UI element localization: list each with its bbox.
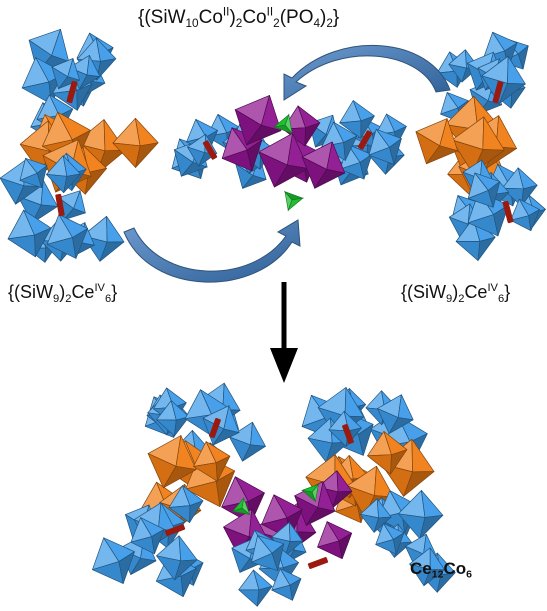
tungsten-octahedron [46, 214, 88, 259]
tungsten-cluster [231, 521, 307, 607]
cerium-polyhedron [112, 117, 159, 168]
tungsten-octahedron [359, 498, 392, 533]
product-cluster [92, 382, 456, 607]
silicate-core [202, 140, 218, 160]
tungsten-octahedron [7, 209, 52, 258]
cerium-polyhedron [451, 116, 505, 174]
precursor-cerium-right-label: {(SiW9)2CeIV6} [401, 281, 511, 305]
tungsten-octahedron [409, 547, 445, 587]
tungsten-cluster [448, 159, 546, 261]
phosphate-tetrahedron [231, 497, 251, 516]
tungsten-octahedron [510, 198, 540, 232]
cobalt-cluster [221, 95, 346, 189]
tungsten-octahedron [238, 569, 273, 607]
tungsten-octahedron [156, 535, 198, 581]
tungsten-octahedron [375, 523, 405, 555]
tungsten-octahedron [398, 490, 444, 540]
cerium-polyhedron [367, 431, 408, 475]
cobalt-polyhedron [258, 132, 309, 188]
tungsten-octahedron [339, 144, 373, 180]
tungsten-octahedron [187, 133, 218, 167]
tungsten-octahedron [467, 172, 501, 208]
tungsten-cluster [21, 28, 117, 142]
tungsten-octahedron [271, 521, 303, 557]
precursor-cerium-right [415, 31, 546, 261]
phosphate-tetrahedron [283, 190, 304, 212]
tungsten-cluster [359, 490, 456, 593]
tungsten-octahedron [51, 58, 80, 90]
phosphate-tetrahedron [301, 483, 320, 503]
tungsten-octahedron [168, 485, 204, 523]
silicate-core [209, 417, 221, 439]
tungsten-octahedron [17, 179, 58, 224]
cerium-polyhedron [415, 118, 458, 165]
tungsten-octahedron [46, 155, 81, 194]
tungsten-octahedron [339, 100, 375, 139]
precursor-cerium-left [0, 28, 159, 263]
cobalt-polyhedron [234, 95, 282, 146]
silicate-core [502, 200, 514, 224]
precursor-cobalt-label: {(SiW10CoII)2CoII2(PO4)2} [138, 5, 340, 31]
tungsten-cluster [309, 100, 407, 186]
tungsten-cluster [92, 485, 204, 598]
precursor-cerium-left-label: {(SiW9)2CeIV6} [8, 281, 118, 305]
curved-arrow-upper [283, 44, 451, 101]
tungsten-octahedron [58, 190, 86, 221]
reaction-arrow-shaft [281, 282, 287, 350]
cobalt-polyhedron [261, 494, 303, 540]
cobalt-polyhedron [301, 141, 346, 189]
tungsten-cluster [0, 152, 125, 263]
tungsten-octahedron [368, 128, 402, 165]
silicate-core [164, 524, 186, 536]
cerium-polyhedron [193, 441, 231, 482]
silicate-core [342, 423, 354, 445]
cerium-polyhedron [147, 435, 197, 489]
reaction-arrow-head [270, 348, 298, 383]
silicate-core [66, 80, 78, 104]
silicate-core [357, 130, 373, 150]
tungsten-octahedron [229, 421, 266, 462]
curved-arrow-lower [123, 219, 301, 283]
tungsten-octahedron [19, 157, 48, 189]
silicate-core [492, 80, 504, 104]
cobalt-polyhedron [317, 521, 353, 560]
silicate-core [55, 193, 65, 217]
tungsten-octahedron [92, 537, 135, 584]
tungsten-octahedron [377, 394, 414, 434]
precursor-cobalt [171, 95, 407, 212]
silicate-core [307, 557, 329, 569]
cerium-cluster [415, 95, 517, 202]
product-label: Ce12Co6 [410, 559, 472, 581]
tungsten-octahedron [251, 535, 285, 572]
phosphate-tetrahedron [273, 113, 294, 135]
tungsten-octahedron [271, 568, 302, 601]
tungsten-octahedron [130, 517, 165, 555]
tungsten-octahedron [156, 400, 190, 437]
